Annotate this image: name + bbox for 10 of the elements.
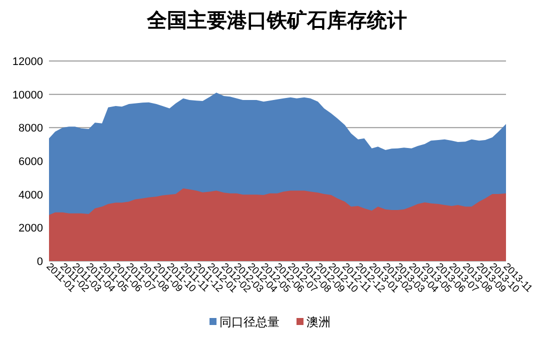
y-tick-label: 4000 (18, 189, 43, 202)
legend-label: 澳洲 (306, 315, 330, 329)
y-tick-label: 2000 (18, 222, 43, 235)
y-tick-label: 10000 (12, 89, 43, 102)
y-tick-label: 12000 (12, 56, 43, 68)
legend-label: 同口径总量 (220, 315, 280, 329)
chart-title: 全国主要港口铁矿石库存统计 (146, 9, 407, 32)
y-tick-label: 0 (36, 256, 43, 268)
y-tick-label: 8000 (18, 122, 43, 135)
y-tick-label: 6000 (18, 156, 43, 168)
